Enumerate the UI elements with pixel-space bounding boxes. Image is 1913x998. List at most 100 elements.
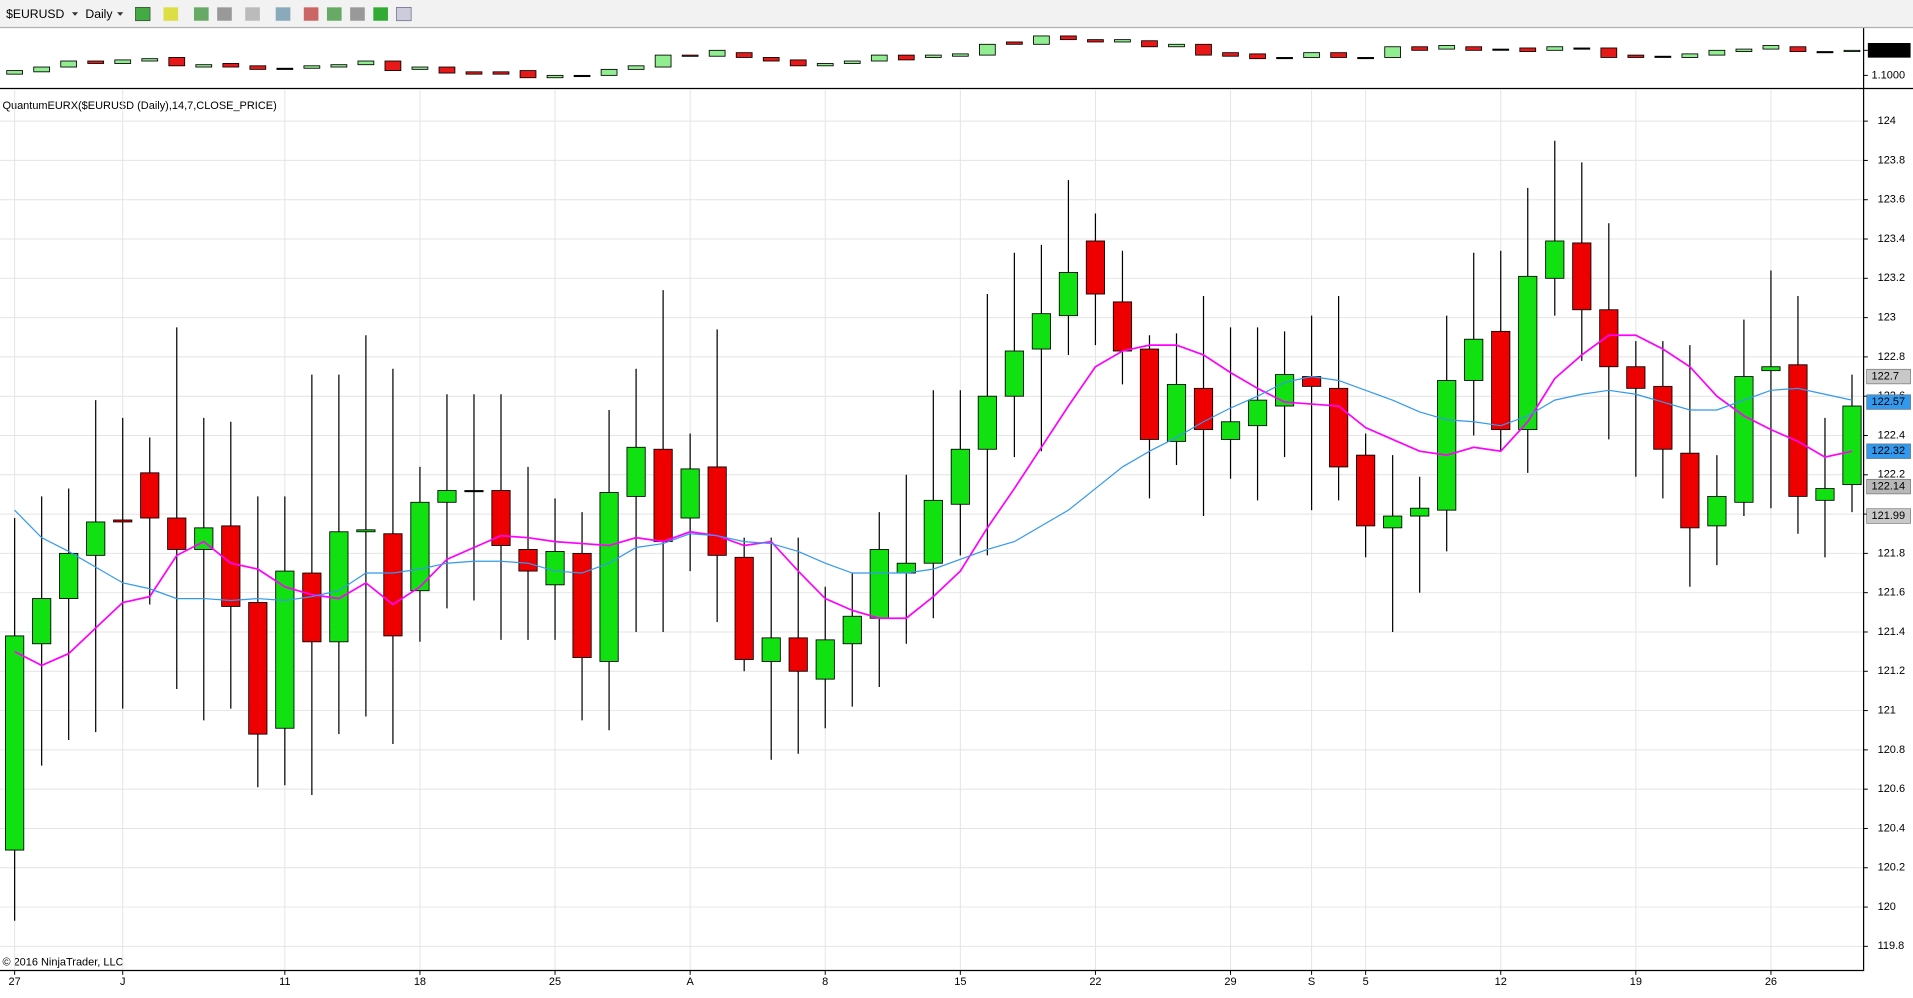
candle-body bbox=[330, 64, 348, 68]
x-tick-label: 18 bbox=[414, 976, 426, 988]
candle-body bbox=[1491, 330, 1511, 431]
candle-body bbox=[1058, 271, 1078, 317]
y-tick-label: 122.8 bbox=[1878, 351, 1905, 363]
candles bbox=[5, 140, 1862, 921]
candle-body bbox=[816, 63, 834, 67]
y-tick-label: 123 bbox=[1878, 312, 1896, 324]
candle-body bbox=[33, 66, 51, 73]
x-tick-label: 12 bbox=[1495, 976, 1507, 988]
y-tick-label: 121.4 bbox=[1878, 626, 1905, 638]
dropdown-arrow bbox=[117, 12, 124, 16]
candle-body bbox=[221, 525, 241, 607]
y-tick-label: 1.1000 bbox=[1872, 69, 1906, 81]
icon[interactable] bbox=[326, 7, 342, 21]
y-tick-label: 121.8 bbox=[1878, 547, 1905, 559]
candle-body bbox=[1031, 313, 1051, 350]
icon[interactable] bbox=[217, 7, 232, 21]
icon[interactable] bbox=[135, 7, 151, 22]
candle-body bbox=[869, 549, 889, 619]
candle-body bbox=[977, 395, 997, 450]
candle-body bbox=[1464, 338, 1484, 381]
candle-body bbox=[464, 490, 484, 493]
candle-body bbox=[1788, 364, 1808, 497]
price-marker-label: 121.99 bbox=[1872, 510, 1906, 522]
candle-body bbox=[249, 65, 267, 70]
icon[interactable] bbox=[275, 7, 291, 21]
candle-body bbox=[1627, 54, 1645, 58]
price-marker bbox=[1866, 478, 1911, 495]
candle-body bbox=[1708, 49, 1726, 56]
candle-body bbox=[1004, 350, 1024, 397]
candle-body bbox=[1249, 53, 1266, 60]
candle-body bbox=[1438, 45, 1456, 50]
candle-body bbox=[32, 598, 52, 645]
interval[interactable]: Daily bbox=[85, 7, 113, 21]
candle-body bbox=[519, 70, 537, 79]
y-tick-label: 123.4 bbox=[1878, 233, 1905, 245]
candle-body bbox=[357, 60, 375, 66]
candle-body bbox=[329, 531, 349, 643]
candle-body bbox=[546, 74, 564, 79]
candle-body bbox=[924, 54, 942, 58]
candle-body bbox=[1735, 48, 1753, 52]
candle-body bbox=[59, 552, 79, 600]
candle-body bbox=[1600, 47, 1618, 58]
toolbar bbox=[0, 0, 1913, 27]
icon[interactable] bbox=[350, 7, 365, 21]
icon[interactable] bbox=[373, 7, 388, 21]
x-tick-label: 11 bbox=[279, 976, 290, 988]
y-tick-label: 121 bbox=[1878, 704, 1896, 716]
y-tick-label: 121.6 bbox=[1878, 587, 1905, 599]
indicator-title: QuantumEURX($EURUSD (Daily),14,7,CLOSE_P… bbox=[2, 100, 276, 112]
icon[interactable] bbox=[303, 7, 319, 21]
candle-body bbox=[1087, 39, 1104, 43]
candle-body bbox=[1410, 507, 1430, 517]
candle-body bbox=[1599, 309, 1619, 368]
candle-body bbox=[276, 67, 294, 70]
x-tick-label: 29 bbox=[1224, 976, 1236, 988]
candle-body bbox=[1519, 47, 1537, 52]
candle-body bbox=[1492, 48, 1510, 51]
toolbar-icons[interactable] bbox=[135, 7, 412, 22]
last-price-box bbox=[1867, 43, 1911, 58]
candle-body bbox=[1168, 43, 1185, 48]
y-tick-label: 119.8 bbox=[1878, 940, 1905, 952]
candle-body bbox=[1761, 366, 1781, 372]
candle-body bbox=[356, 529, 376, 533]
icon[interactable] bbox=[396, 7, 412, 22]
icon[interactable] bbox=[245, 7, 260, 21]
y-tick-label: 123.2 bbox=[1878, 272, 1905, 284]
candle-body bbox=[761, 637, 781, 662]
candle-body bbox=[653, 448, 673, 543]
candle-body bbox=[815, 639, 835, 680]
x-tick-label: A bbox=[686, 976, 694, 988]
candle-body bbox=[654, 54, 672, 68]
icon[interactable] bbox=[193, 7, 209, 21]
price-marker bbox=[1866, 368, 1911, 385]
icon[interactable] bbox=[163, 7, 179, 21]
candle-body bbox=[1680, 452, 1700, 529]
candle-body bbox=[6, 70, 23, 75]
candle-body bbox=[950, 448, 970, 505]
candle-body bbox=[302, 572, 322, 643]
symbol[interactable]: $EURUSD bbox=[6, 7, 64, 21]
candle-body bbox=[491, 490, 511, 546]
candle-body bbox=[1572, 242, 1592, 311]
candle-body bbox=[1085, 240, 1106, 295]
candle-body bbox=[1654, 55, 1672, 58]
x-tick-label: 25 bbox=[549, 976, 561, 988]
y-tick-label: 122.4 bbox=[1878, 429, 1905, 441]
candle-body bbox=[1707, 495, 1727, 527]
y-tick-label: 120 bbox=[1878, 901, 1896, 913]
dropdown-arrow bbox=[71, 12, 79, 16]
candle-body bbox=[1114, 39, 1131, 43]
y-tick-label: 120.4 bbox=[1878, 822, 1905, 834]
candle-body bbox=[870, 54, 888, 62]
candle-body bbox=[923, 499, 943, 564]
candle-body bbox=[1518, 275, 1538, 431]
y-tick-label: 122.2 bbox=[1878, 469, 1905, 481]
price-marker bbox=[1866, 443, 1911, 459]
copyright: © 2016 NinjaTrader, LLC bbox=[2, 957, 123, 969]
y-tick-label: 120.2 bbox=[1878, 862, 1905, 874]
x-tick-label: 19 bbox=[1630, 976, 1642, 988]
